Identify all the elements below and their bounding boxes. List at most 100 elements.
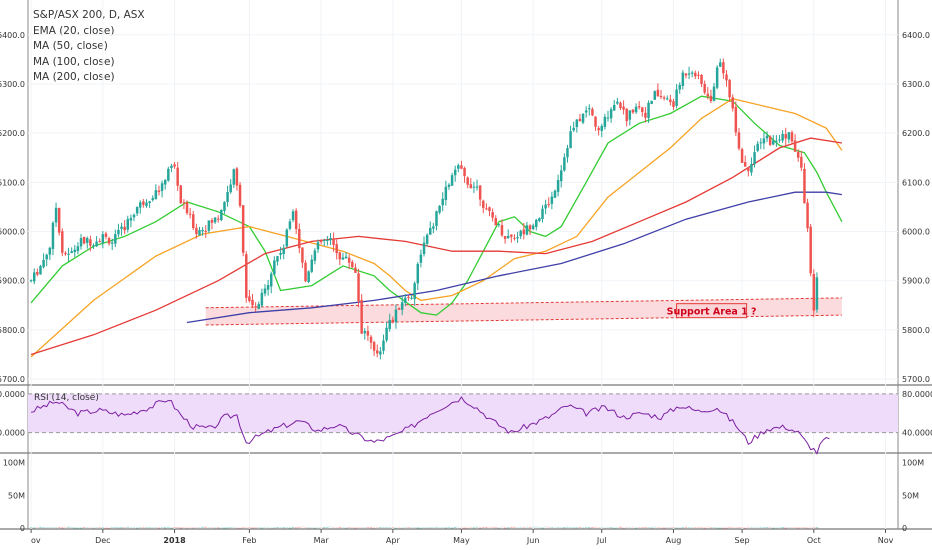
candle-up bbox=[257, 304, 260, 309]
volume-bar bbox=[622, 527, 625, 529]
volume-bar bbox=[198, 527, 201, 528]
candle-up bbox=[229, 184, 232, 193]
volume-bar bbox=[188, 527, 192, 528]
volume-bar bbox=[382, 526, 385, 528]
candle-up bbox=[647, 102, 650, 119]
volume-bar bbox=[644, 527, 647, 529]
candle-up bbox=[606, 117, 610, 119]
volume-tick-left: 100M bbox=[3, 459, 25, 468]
candle-up bbox=[226, 192, 229, 202]
candle-down bbox=[734, 106, 738, 133]
candle-down bbox=[503, 235, 507, 240]
volume-bar bbox=[95, 527, 98, 529]
volume-bar bbox=[388, 526, 391, 528]
candle-down bbox=[245, 254, 248, 298]
volume-bar bbox=[366, 526, 370, 528]
volume-bar bbox=[616, 527, 619, 529]
candle-down bbox=[98, 241, 101, 243]
candle-up bbox=[778, 139, 781, 141]
volume-bar bbox=[195, 527, 198, 528]
volume-bar bbox=[510, 526, 513, 528]
volume-bar bbox=[690, 527, 694, 528]
volume-bar bbox=[391, 527, 395, 528]
candle-down bbox=[656, 89, 660, 97]
volume-bar bbox=[369, 527, 373, 529]
candle-down bbox=[631, 109, 635, 113]
candle-up bbox=[279, 252, 282, 255]
volume-bar bbox=[173, 527, 176, 529]
volume-bar bbox=[170, 527, 173, 529]
volume-tick-left: 0 bbox=[20, 524, 25, 533]
candle-up bbox=[572, 127, 575, 131]
candle-up bbox=[535, 219, 538, 227]
volume-bar bbox=[606, 527, 610, 528]
volume-bar bbox=[550, 527, 554, 529]
candle-down bbox=[700, 74, 703, 84]
candle-down bbox=[142, 201, 145, 205]
volume-bar bbox=[466, 527, 469, 529]
volume-bar bbox=[360, 527, 363, 528]
candle-down bbox=[662, 97, 666, 99]
time-tick-label: Dec bbox=[95, 536, 110, 545]
price-tick-left: 6200.0 bbox=[0, 129, 25, 138]
candle-down bbox=[210, 220, 214, 223]
candle-up bbox=[70, 251, 73, 254]
candle-down bbox=[684, 73, 688, 76]
candle-down bbox=[238, 184, 242, 206]
volume-bar bbox=[379, 526, 382, 528]
volume-bar bbox=[73, 527, 77, 529]
volume-bar bbox=[457, 526, 460, 528]
price-tick-left: 6300.0 bbox=[0, 80, 25, 89]
volume-bar bbox=[675, 527, 678, 529]
candle-down bbox=[622, 106, 625, 110]
candle-up bbox=[110, 242, 114, 244]
candle-up bbox=[263, 288, 267, 294]
candle-down bbox=[407, 296, 410, 298]
volume-bar bbox=[310, 527, 314, 529]
volume-bar bbox=[634, 527, 638, 529]
candle-up bbox=[382, 340, 385, 351]
volume-bar bbox=[32, 527, 36, 529]
ma100-line bbox=[30, 137, 843, 356]
volume-bar bbox=[709, 527, 713, 529]
candle-down bbox=[360, 299, 363, 334]
volume-bar bbox=[110, 527, 114, 528]
candle-up bbox=[538, 218, 541, 221]
candle-down bbox=[36, 271, 39, 275]
candle-up bbox=[145, 202, 148, 207]
legend-ema20: EMA (20, close) bbox=[33, 24, 115, 37]
volume-bar bbox=[478, 527, 482, 529]
volume-bar bbox=[438, 526, 441, 528]
volume-bar bbox=[419, 527, 423, 529]
volume-bar bbox=[588, 526, 591, 529]
volume-bar bbox=[681, 527, 685, 529]
volume-bar bbox=[263, 526, 267, 528]
candle-down bbox=[625, 108, 628, 122]
volume-bar bbox=[148, 527, 151, 529]
volume-bar bbox=[76, 527, 80, 529]
volume-bar bbox=[157, 527, 161, 529]
candle-down bbox=[372, 342, 376, 351]
candle-down bbox=[594, 116, 597, 127]
candle-down bbox=[469, 184, 473, 189]
candle-up bbox=[432, 226, 435, 229]
candle-down bbox=[809, 226, 812, 274]
volume-bar bbox=[291, 526, 295, 529]
time-tick-label: Aug bbox=[666, 536, 682, 545]
volume-bar bbox=[728, 526, 731, 528]
candle-down bbox=[466, 177, 469, 185]
candle-up bbox=[120, 226, 123, 229]
candle-down bbox=[644, 112, 647, 118]
candle-down bbox=[709, 95, 713, 102]
candle-down bbox=[659, 95, 663, 97]
volume-bar bbox=[575, 527, 579, 529]
candle-up bbox=[575, 119, 579, 127]
rsi-tick-left: 80.0000 bbox=[0, 390, 25, 399]
candle-down bbox=[57, 207, 61, 233]
volume-bar bbox=[142, 526, 145, 528]
candle-down bbox=[672, 101, 675, 107]
volume-bar bbox=[232, 527, 236, 528]
volume-bar bbox=[210, 527, 214, 528]
candle-down bbox=[796, 151, 800, 158]
